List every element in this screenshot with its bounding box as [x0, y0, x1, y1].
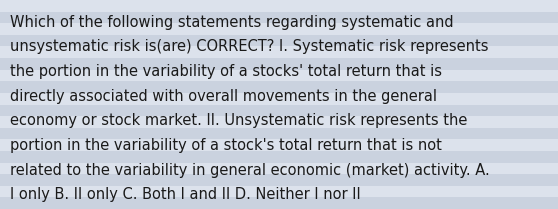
Text: unsystematic risk is(are) CORRECT? I. Systematic risk represents: unsystematic risk is(are) CORRECT? I. Sy…: [10, 39, 489, 54]
Bar: [0, 174, 558, 186]
Text: related to the variability in general economic (market) activity. A.: related to the variability in general ec…: [10, 163, 490, 178]
Text: economy or stock market. II. Unsystematic risk represents the: economy or stock market. II. Unsystemati…: [10, 113, 468, 128]
Bar: [0, 197, 558, 209]
Bar: [0, 58, 558, 70]
Text: I only B. II only C. Both I and II D. Neither I nor II: I only B. II only C. Both I and II D. Ne…: [10, 187, 361, 202]
Bar: [0, 151, 558, 163]
Text: directly associated with overall movements in the general: directly associated with overall movemen…: [10, 89, 437, 104]
Bar: [0, 70, 558, 81]
Bar: [0, 93, 558, 104]
Bar: [0, 116, 558, 128]
Bar: [0, 186, 558, 197]
Bar: [0, 81, 558, 93]
Text: Which of the following statements regarding systematic and: Which of the following statements regard…: [10, 15, 454, 30]
Text: the portion in the variability of a stocks' total return that is: the portion in the variability of a stoc…: [10, 64, 442, 79]
Bar: [0, 35, 558, 46]
Bar: [0, 163, 558, 174]
Bar: [0, 104, 558, 116]
Bar: [0, 128, 558, 139]
Bar: [0, 0, 558, 12]
Bar: [0, 46, 558, 58]
Bar: [0, 139, 558, 151]
Bar: [0, 23, 558, 35]
Bar: [0, 12, 558, 23]
Text: portion in the variability of a stock's total return that is not: portion in the variability of a stock's …: [10, 138, 442, 153]
